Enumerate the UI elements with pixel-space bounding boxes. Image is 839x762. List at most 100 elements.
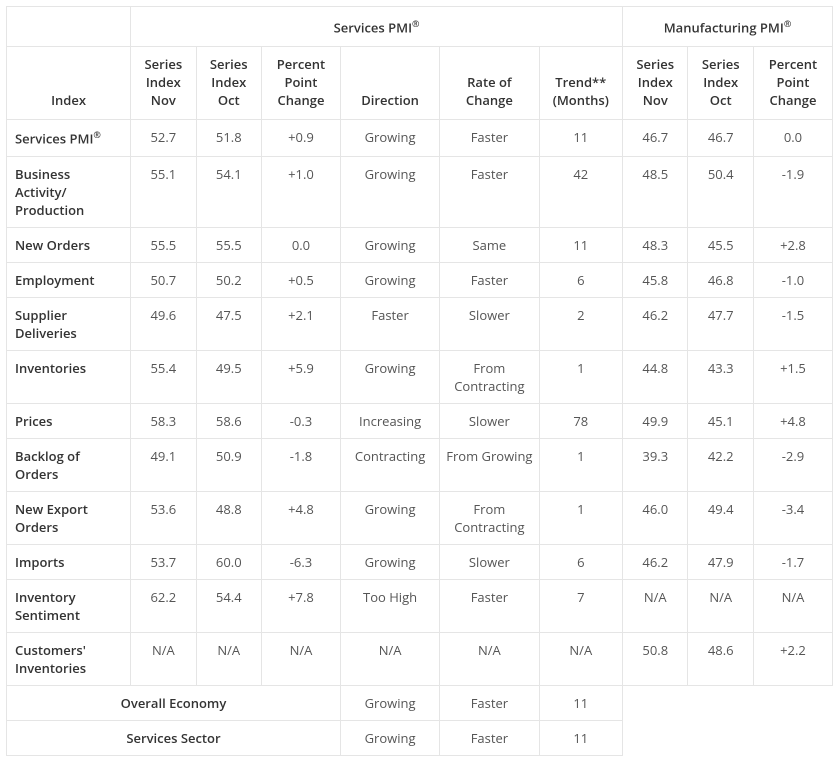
manufacturing-change-cell: 0.0 xyxy=(753,120,832,156)
table-row: Customers' InventoriesN/AN/AN/AN/AN/AN/A… xyxy=(7,632,833,685)
trend-months-cell: 1 xyxy=(539,438,623,491)
col-s-oct: Series Index Oct xyxy=(196,47,261,120)
manufacturing-nov-cell: 50.8 xyxy=(623,632,688,685)
services-change-cell: 0.0 xyxy=(261,227,340,262)
footer-rate-of-change-cell: Faster xyxy=(440,720,539,755)
services-nov-cell: 55.5 xyxy=(131,227,196,262)
rate-of-change-cell: N/A xyxy=(440,632,539,685)
trend-months-cell: N/A xyxy=(539,632,623,685)
manufacturing-change-cell: +2.8 xyxy=(753,227,832,262)
manufacturing-nov-cell: 45.8 xyxy=(623,262,688,297)
manufacturing-oct-cell: N/A xyxy=(688,579,753,632)
table-row: Services PMI®52.751.8+0.9GrowingFaster11… xyxy=(7,120,833,156)
index-label: Backlog of Orders xyxy=(15,447,80,483)
direction-cell: Growing xyxy=(340,120,439,156)
services-change-cell: +5.9 xyxy=(261,350,340,403)
index-label: Inventory Sentiment xyxy=(15,588,80,624)
footer-blank-cell xyxy=(623,685,833,755)
col-s-chg: Percent Point Change xyxy=(261,47,340,120)
trend-months-cell: 6 xyxy=(539,544,623,579)
table-row: Inventories55.449.5+5.9GrowingFrom Contr… xyxy=(7,350,833,403)
index-label: Customers' Inventories xyxy=(15,641,86,677)
trend-months-cell: 6 xyxy=(539,262,623,297)
table-row: Backlog of Orders49.150.9-1.8Contracting… xyxy=(7,438,833,491)
col-rate: Rate of Change xyxy=(440,47,539,120)
index-cell: Customers' Inventories xyxy=(7,632,131,685)
col-direction: Direction xyxy=(340,47,439,120)
services-change-cell: +4.8 xyxy=(261,491,340,544)
footer-trend-months-cell: 11 xyxy=(539,720,623,755)
index-label: Business Activity/ Production xyxy=(15,165,84,219)
table-row: Supplier Deliveries49.647.5+2.1FasterSlo… xyxy=(7,297,833,350)
trend-months-cell: 1 xyxy=(539,491,623,544)
trend-months-cell: 42 xyxy=(539,156,623,227)
services-change-cell: N/A xyxy=(261,632,340,685)
col-s-nov: Series Index Nov xyxy=(131,47,196,120)
col-trend: Trend** (Months) xyxy=(539,47,623,120)
table-row: New Orders55.555.50.0GrowingSame1148.345… xyxy=(7,227,833,262)
manufacturing-change-cell: -1.5 xyxy=(753,297,832,350)
index-cell: Prices xyxy=(7,403,131,438)
services-oct-cell: 47.5 xyxy=(196,297,261,350)
trend-months-cell: 2 xyxy=(539,297,623,350)
group-header-row: Services PMI® Manufacturing PMI ® xyxy=(7,7,833,47)
services-oct-cell: 54.1 xyxy=(196,156,261,227)
index-cell: Inventory Sentiment xyxy=(7,579,131,632)
manufacturing-nov-cell: 44.8 xyxy=(623,350,688,403)
services-nov-cell: 55.1 xyxy=(131,156,196,227)
manufacturing-change-cell: +1.5 xyxy=(753,350,832,403)
services-oct-cell: 50.2 xyxy=(196,262,261,297)
registered-mark: ® xyxy=(412,17,420,30)
services-nov-cell: 52.7 xyxy=(131,120,196,156)
footer-direction-cell: Growing xyxy=(340,685,439,720)
services-oct-cell: 58.6 xyxy=(196,403,261,438)
services-change-cell: +1.0 xyxy=(261,156,340,227)
index-label: Inventories xyxy=(15,359,86,377)
services-nov-cell: 49.1 xyxy=(131,438,196,491)
rate-of-change-cell: Faster xyxy=(440,579,539,632)
manufacturing-change-cell: +4.8 xyxy=(753,403,832,438)
direction-cell: Growing xyxy=(340,544,439,579)
services-nov-cell: 50.7 xyxy=(131,262,196,297)
footer-direction-cell: Growing xyxy=(340,720,439,755)
footer-label: Overall Economy xyxy=(7,685,341,720)
group-header-manufacturing-label: Manufacturing PMI xyxy=(664,18,784,36)
index-label: New Orders xyxy=(15,236,90,254)
services-nov-cell: 58.3 xyxy=(131,403,196,438)
rate-of-change-cell: Faster xyxy=(440,262,539,297)
direction-cell: Faster xyxy=(340,297,439,350)
pmi-comparison-table: Services PMI® Manufacturing PMI® Index S… xyxy=(6,6,833,756)
manufacturing-oct-cell: 46.8 xyxy=(688,262,753,297)
index-cell: Employment xyxy=(7,262,131,297)
index-cell: Inventories xyxy=(7,350,131,403)
rate-of-change-cell: Faster xyxy=(440,156,539,227)
services-oct-cell: 51.8 xyxy=(196,120,261,156)
group-header-services-label: Services PMI xyxy=(334,18,412,36)
table-row: Prices58.358.6-0.3IncreasingSlower7849.9… xyxy=(7,403,833,438)
services-oct-cell: 60.0 xyxy=(196,544,261,579)
trend-months-cell: 1 xyxy=(539,350,623,403)
services-nov-cell: N/A xyxy=(131,632,196,685)
footer-label: Services Sector xyxy=(7,720,341,755)
group-header-services: Services PMI® xyxy=(131,7,623,47)
services-nov-cell: 49.6 xyxy=(131,297,196,350)
footer-row: Overall EconomyGrowingFaster11 xyxy=(7,685,833,720)
direction-cell: Contracting xyxy=(340,438,439,491)
rate-of-change-cell: Faster xyxy=(440,120,539,156)
direction-cell: Growing xyxy=(340,156,439,227)
manufacturing-oct-cell: 46.7 xyxy=(688,120,753,156)
manufacturing-change-cell: +2.2 xyxy=(753,632,832,685)
services-change-cell: +2.1 xyxy=(261,297,340,350)
rate-of-change-cell: From Contracting xyxy=(440,350,539,403)
services-change-cell: +0.5 xyxy=(261,262,340,297)
trend-months-cell: 78 xyxy=(539,403,623,438)
group-header-blank xyxy=(7,7,131,47)
services-oct-cell: 55.5 xyxy=(196,227,261,262)
footer-trend-months-cell: 11 xyxy=(539,685,623,720)
services-change-cell: +7.8 xyxy=(261,579,340,632)
manufacturing-nov-cell: N/A xyxy=(623,579,688,632)
manufacturing-nov-cell: 48.5 xyxy=(623,156,688,227)
services-oct-cell: 49.5 xyxy=(196,350,261,403)
direction-cell: Growing xyxy=(340,350,439,403)
manufacturing-nov-cell: 46.2 xyxy=(623,544,688,579)
